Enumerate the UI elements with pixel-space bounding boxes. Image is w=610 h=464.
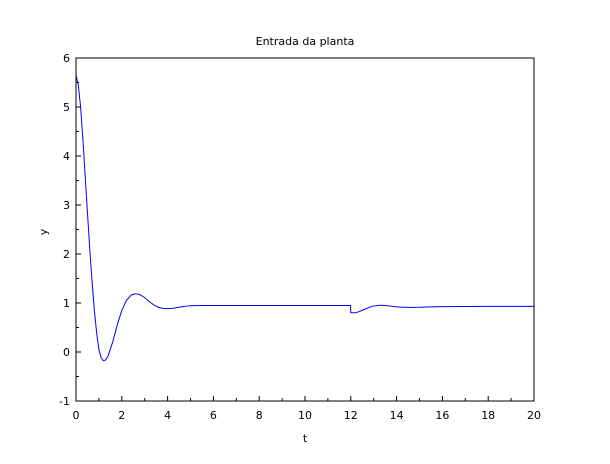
y-tick-label: 3: [63, 199, 70, 212]
x-tick-label: 18: [481, 409, 495, 422]
y-tick-label: 2: [63, 248, 70, 261]
y-tick-label: 0: [63, 346, 70, 359]
x-tick-label: 20: [527, 409, 541, 422]
series-layer: [75, 75, 534, 362]
x-tick-label: 6: [210, 409, 217, 422]
y-tick-label: 1: [63, 297, 70, 310]
x-tick-label: 14: [390, 409, 404, 422]
x-tick-label: 16: [435, 409, 449, 422]
x-tick-label: 12: [344, 409, 358, 422]
y-tick-label: 5: [63, 101, 70, 114]
y-axis-label: y: [37, 228, 50, 235]
chart-title: Entrada da planta: [256, 35, 355, 48]
plot-frame: [75, 57, 535, 402]
x-tick-label: 0: [73, 409, 80, 422]
x-tick-label: 8: [256, 409, 263, 422]
x-tick-label: 2: [118, 409, 125, 422]
y-tick-label: -1: [59, 395, 70, 408]
x-tick-label: 4: [164, 409, 171, 422]
y-tick-label: 4: [63, 150, 70, 163]
series-line: [75, 75, 534, 362]
x-axis-label: t: [303, 432, 308, 445]
x-tick-label: 10: [298, 409, 312, 422]
y-tick-label: 6: [63, 52, 70, 65]
